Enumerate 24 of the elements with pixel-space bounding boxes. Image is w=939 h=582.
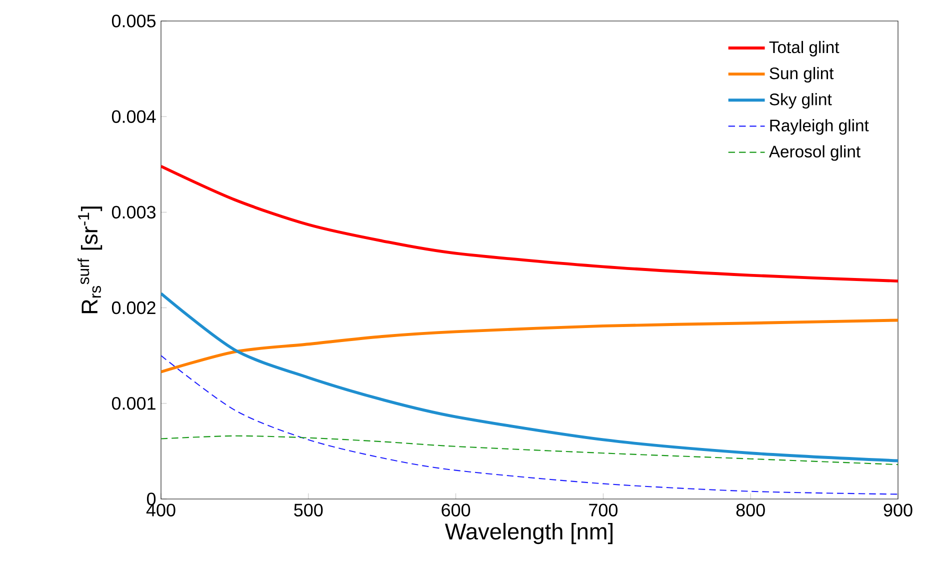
legend-label: Sky glint <box>770 93 832 109</box>
y-tick-label: 0.005 <box>112 14 156 28</box>
line-series <box>161 164 898 283</box>
line-series <box>161 318 898 374</box>
y-tick-label: 0.004 <box>112 110 156 123</box>
x-tick-label: 500 <box>294 504 323 516</box>
y-tick-label: 0 <box>146 492 156 506</box>
x-tick-label: 400 <box>146 504 176 516</box>
legend-label: Sun glint <box>770 67 834 83</box>
legend-label: Rayleigh glint <box>770 119 869 135</box>
legend-label: Total glint <box>769 40 840 56</box>
y-axis-title: R$_{rs}$$^{surf}$ [sr$^{-1}$] <box>78 206 102 314</box>
line-series <box>161 435 898 466</box>
x-tick-label: 600 <box>442 504 470 516</box>
y-tick-label: 0.002 <box>112 301 156 314</box>
x-tick-label: 800 <box>736 504 765 516</box>
line-series <box>161 292 898 462</box>
line-series <box>161 355 898 495</box>
y-tick-label: 0.001 <box>112 397 156 410</box>
x-tick-label: 700 <box>589 504 618 516</box>
y-tick-label: 0.003 <box>112 206 156 219</box>
legend-label: Aerosol glint <box>768 145 860 161</box>
x-tick-label: 900 <box>884 504 912 516</box>
x-axis-title: Wavelength [nm] <box>444 522 612 544</box>
